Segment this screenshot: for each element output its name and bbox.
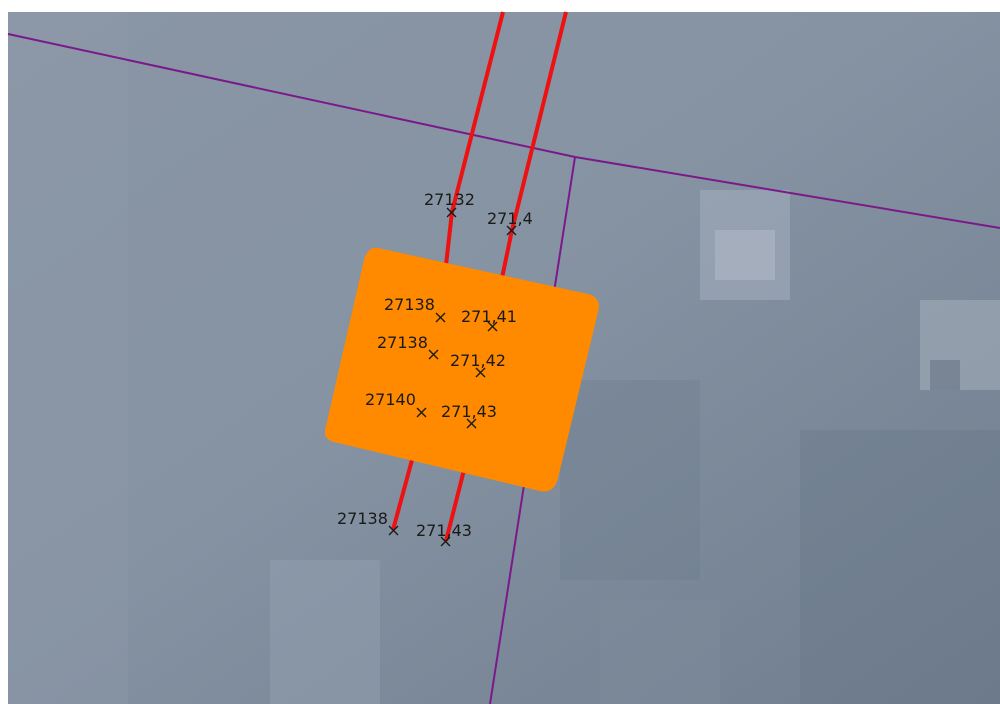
point-label: 27138: [337, 509, 388, 528]
red-line-left-lower: [391, 459, 414, 531]
red-line-right-lower: [444, 469, 466, 542]
highlight-polygon[interactable]: [325, 247, 599, 492]
point-marker[interactable]: [416, 407, 427, 418]
point-marker[interactable]: [475, 367, 486, 378]
point-marker[interactable]: [440, 536, 451, 547]
point-label: 27138: [384, 295, 435, 314]
point-label: 27140: [365, 390, 416, 409]
point-marker[interactable]: [506, 225, 517, 236]
point-marker[interactable]: [446, 207, 457, 218]
point-label: 271,41: [461, 307, 517, 326]
parcel-boundary-line: [574, 156, 1000, 229]
point-marker[interactable]: [435, 312, 446, 323]
red-line-right-upper: [510, 11, 568, 231]
point-marker[interactable]: [466, 418, 477, 429]
red-line-left-upper: [450, 11, 505, 213]
point-label: 27132: [424, 190, 475, 209]
point-label: 271,43: [441, 402, 497, 421]
survey-points: 27132 271,4 27138 271,41 27138 271,42: [337, 190, 533, 547]
point-label: 271,42: [450, 351, 506, 370]
parcel-boundary-line: [7, 33, 576, 158]
elevation-raster: [8, 12, 1000, 704]
point-label: 271,4: [487, 209, 533, 228]
point-label: 271,43: [416, 521, 472, 540]
point-label: 27138: [377, 333, 428, 352]
point-marker[interactable]: [428, 349, 439, 360]
point-marker[interactable]: [388, 525, 399, 536]
point-marker[interactable]: [487, 321, 498, 332]
